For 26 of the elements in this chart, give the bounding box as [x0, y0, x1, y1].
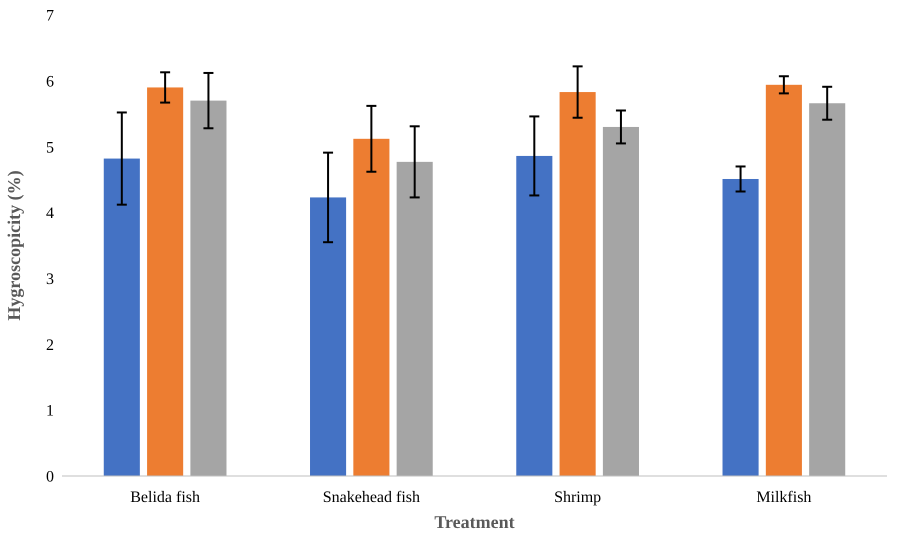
bar	[560, 92, 596, 476]
y-tick-label: 7	[46, 8, 54, 25]
bar	[190, 100, 226, 476]
bar	[722, 178, 759, 476]
bar	[104, 158, 140, 476]
bar	[396, 162, 433, 476]
y-tick-label: 2	[46, 336, 54, 354]
bar	[516, 156, 552, 476]
x-tick-label: Snakehead fish	[322, 489, 420, 506]
bar	[147, 87, 184, 476]
y-tick-label: 4	[46, 205, 54, 222]
x-tick-label: Shrimp	[554, 489, 602, 506]
x-tick-label: Belida fish	[130, 489, 200, 506]
y-tick-label: 6	[46, 73, 54, 90]
bar	[809, 103, 846, 476]
y-tick-label: 3	[46, 271, 54, 288]
bar	[602, 126, 639, 476]
x-axis-title: Treatment	[434, 512, 515, 532]
bar	[353, 138, 390, 476]
y-tick-label: 5	[46, 139, 54, 156]
y-tick-label: 0	[46, 468, 54, 486]
bar	[766, 84, 802, 476]
y-axis-title: Hygroscopicity (%)	[4, 170, 24, 321]
y-tick-label: 1	[46, 402, 54, 420]
x-tick-label: Milkfish	[756, 489, 812, 506]
bar	[310, 197, 346, 476]
